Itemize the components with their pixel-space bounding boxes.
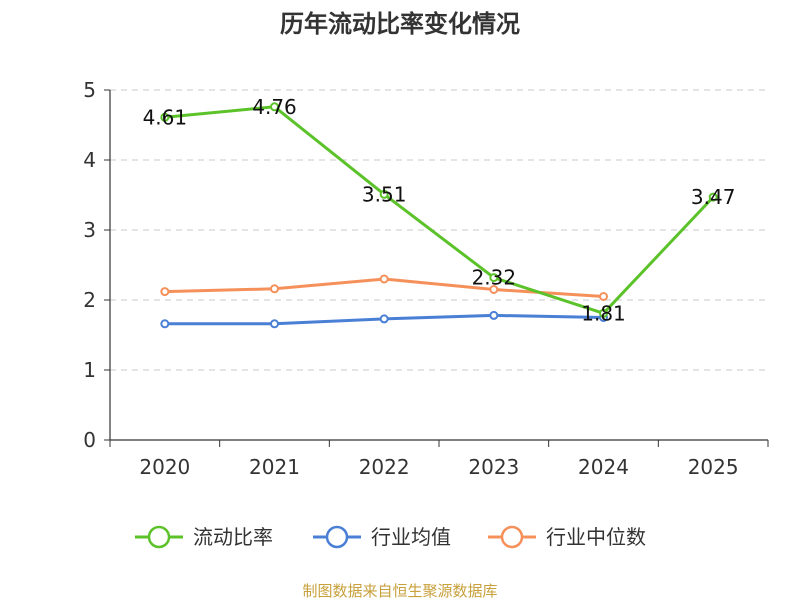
data-point[interactable] — [708, 192, 718, 202]
data-point[interactable] — [270, 102, 279, 112]
x-tick-label: 2023 — [468, 455, 519, 479]
y-tick-label: 3 — [83, 218, 96, 242]
data-point[interactable] — [599, 292, 608, 301]
x-tick-label: 2025 — [688, 455, 739, 479]
y-tick-label: 1 — [83, 358, 96, 382]
y-tick-label: 4 — [83, 148, 96, 172]
data-labels: 4.61 4.76 3.51 2.32 1.81 3.47 — [143, 95, 736, 325]
y-tick-label: 5 — [83, 78, 96, 102]
gridlines — [110, 89, 768, 371]
chart-title: 历年流动比率变化情况 — [280, 10, 520, 38]
legend-label: 行业中位数 — [546, 525, 646, 549]
data-point[interactable] — [160, 319, 170, 329]
x-tick-label: 2024 — [578, 455, 629, 479]
series-line-0 — [164, 105, 715, 315]
legend-item-1[interactable]: 行业均值 — [313, 525, 451, 549]
legend-label: 流动比率 — [193, 525, 273, 549]
data-point[interactable] — [379, 189, 389, 199]
data-label: 3.47 — [691, 185, 736, 209]
data-label: 4.61 — [143, 105, 188, 129]
data-point[interactable] — [379, 274, 389, 284]
legend-marker-icon — [325, 525, 349, 549]
source-note: 制图数据来自恒生聚源数据库 — [302, 582, 497, 600]
data-point[interactable] — [599, 308, 608, 318]
y-tick-label: 2 — [83, 288, 96, 312]
data-point[interactable] — [160, 112, 170, 122]
legend-marker-icon — [147, 525, 171, 549]
legend-item-2[interactable]: 行业中位数 — [488, 525, 646, 549]
data-point[interactable] — [489, 310, 499, 320]
data-point[interactable] — [160, 287, 170, 297]
series-lines — [160, 102, 718, 329]
data-point[interactable] — [270, 284, 279, 294]
legend[interactable]: 流动比率 行业均值 行业中位数 — [135, 525, 646, 549]
y-tick-label: 0 — [83, 428, 96, 452]
legend-item-0[interactable]: 流动比率 — [135, 525, 273, 549]
data-label: 3.51 — [362, 182, 407, 206]
x-tick-label: 2022 — [359, 455, 410, 479]
legend-marker-icon — [500, 525, 524, 549]
legend-label: 行业均值 — [371, 525, 451, 549]
x-tick-label: 2020 — [139, 455, 190, 479]
x-tick-label: 2021 — [249, 455, 300, 479]
data-label: 2.32 — [472, 266, 517, 290]
data-label: 1.81 — [581, 301, 626, 325]
data-point[interactable] — [379, 314, 389, 324]
data-point[interactable] — [270, 319, 279, 329]
data-label: 4.76 — [252, 95, 297, 119]
axes: 0 1 2 3 4 5 2020 2021 2022 2023 2024 2025 — [83, 78, 769, 479]
data-point[interactable] — [489, 285, 499, 294]
data-point[interactable] — [489, 273, 499, 283]
